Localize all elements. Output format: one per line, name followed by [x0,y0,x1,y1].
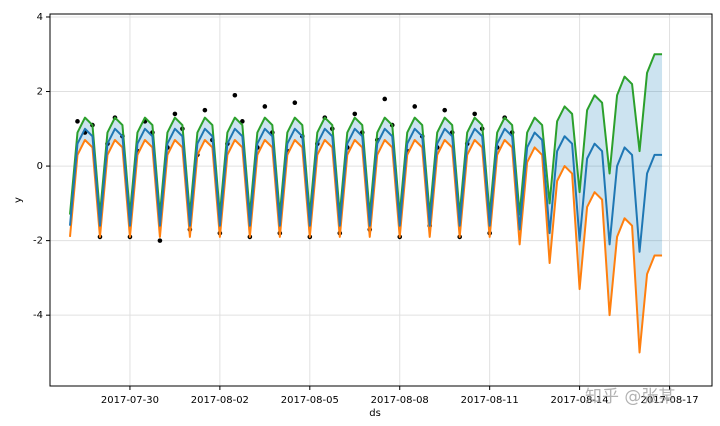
observed-point [412,104,418,109]
x-tick-label: 2017-08-11 [461,395,519,406]
observed-point [75,119,80,124]
x-tick-label: 2017-08-05 [281,395,339,406]
x-tick-label: 2017-08-02 [191,395,249,406]
observed-point [292,100,298,106]
observed-point [240,119,245,124]
x-axis-label: ds [369,408,381,419]
observed-point [352,111,358,117]
plot-frame [49,13,713,387]
x-tick-label: 2017-08-14 [551,395,609,406]
y-tick-label: 4 [37,12,43,23]
series-line [68,127,663,253]
observed-point [172,111,178,117]
observed-point [202,107,208,113]
observed-point [442,107,448,113]
observed-point [262,104,268,109]
watermark: 知乎 @张某 [585,387,675,407]
x-tick-label: 2017-08-17 [640,395,698,406]
y-axis-label: y [13,197,24,203]
y-tick-label: 0 [37,161,43,172]
observed-point [232,92,238,98]
x-tick-label: 2017-07-30 [101,395,159,406]
y-tick-label: 2 [37,87,43,98]
observed-point [382,96,388,102]
y-tick-label: -4 [33,310,43,321]
observed-point [157,238,163,243]
x-tick-label: 2017-08-08 [371,395,429,406]
observed-point [472,111,477,117]
y-tick-label: -2 [33,236,43,247]
